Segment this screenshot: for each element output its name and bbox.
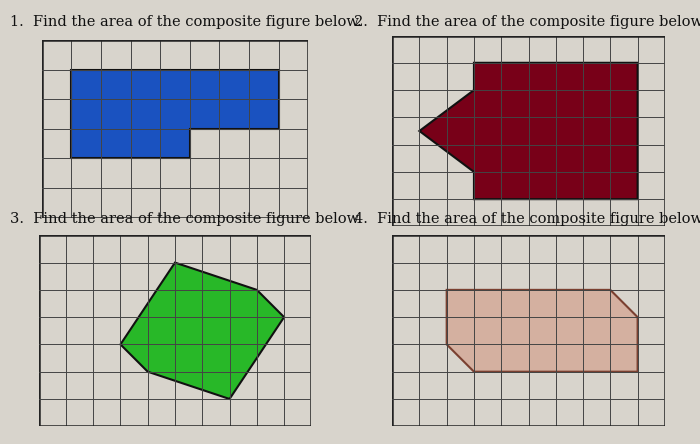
Polygon shape [419,63,638,199]
Polygon shape [120,262,284,399]
Text: 1.  Find the area of the composite figure below.: 1. Find the area of the composite figure… [10,15,363,29]
Polygon shape [71,70,279,159]
Polygon shape [447,290,638,372]
Text: 3.  Find the area of the composite figure below.: 3. Find the area of the composite figure… [10,212,363,226]
Text: 4.  Find the area of the composite figure below.: 4. Find the area of the composite figure… [354,212,700,226]
Text: 2.  Find the area of the composite figure below.: 2. Find the area of the composite figure… [354,15,700,29]
